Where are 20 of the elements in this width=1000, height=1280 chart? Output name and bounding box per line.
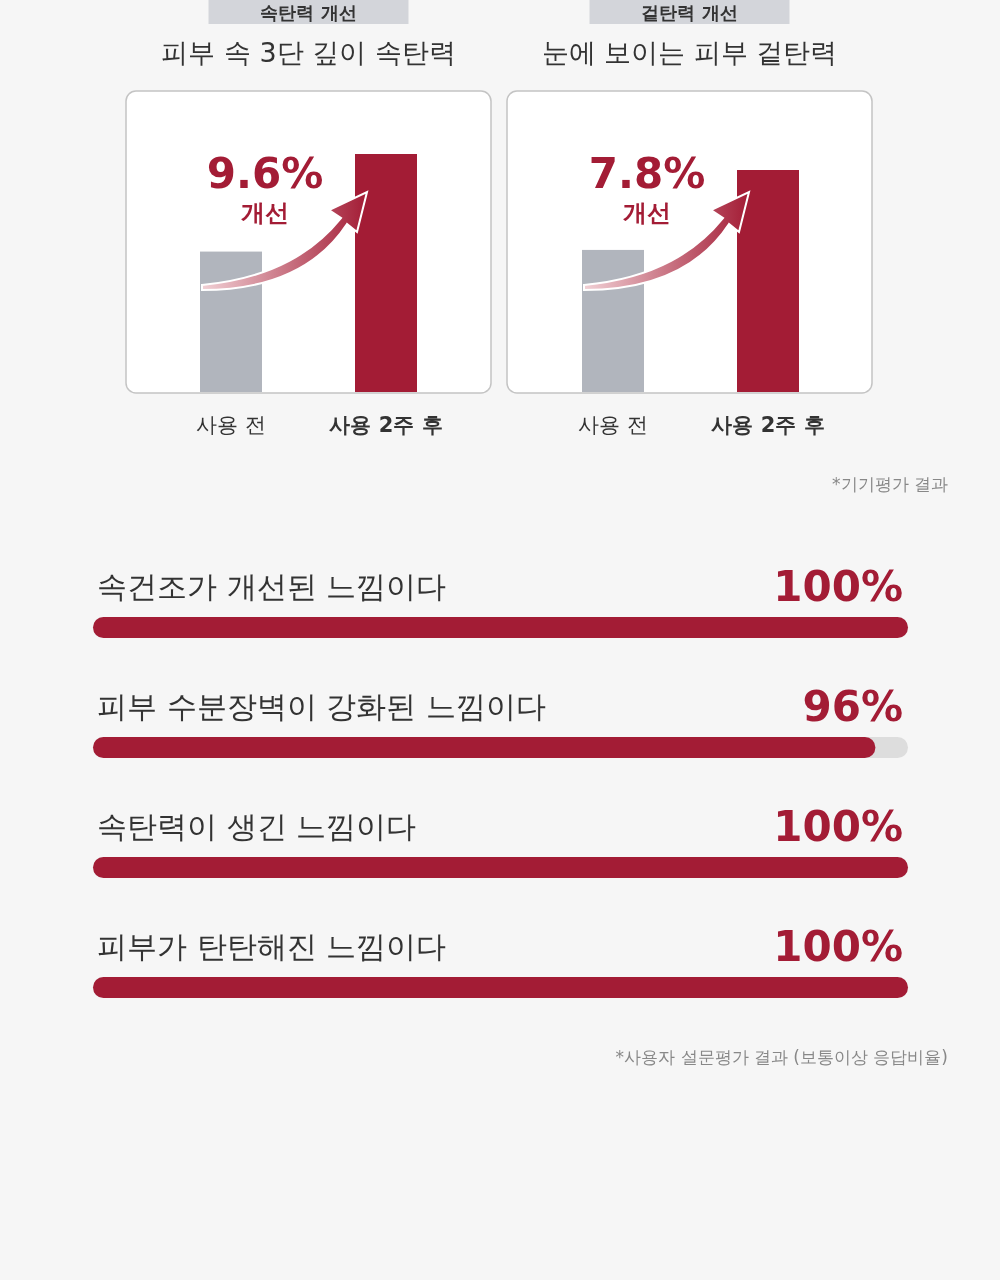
x-tick-label: 사용 전 [196,413,266,437]
x-tick-label: 사용 전 [578,413,648,437]
chart-title: 겉탄력 개선 [641,2,738,23]
annotation: 9.6% 개선 [206,149,324,227]
x-tick-label: 사용 2주 후 [329,413,443,437]
chart-subtitle: 눈에 보이는 피부 겉탄력 [541,37,838,68]
data-label: 96% [802,682,903,731]
data-label: 100% [773,922,903,971]
data-label: 100% [773,802,903,851]
annotation: 7.8% 개선 [588,149,706,227]
text: *사용자 설문평가 결과 (보통이상 응답비율) [615,1047,948,1067]
chart-subtitle: 피부 속 3단 깊이 속탄력 [161,37,456,68]
chart-title: 속탄력 개선 [260,2,357,23]
y-tick-label: 속탄력이 생긴 느낌이다 [97,809,417,844]
text: *기기평가 결과 [832,474,948,494]
x-tick-label: 사용 2주 후 [711,413,825,437]
data-label: 100% [773,562,903,611]
y-tick-label: 속건조가 개선된 느낌이다 [97,569,447,604]
y-tick-label: 피부 수분장벽이 강화된 느낌이다 [97,689,546,724]
y-tick-label: 피부가 탄탄해진 느낌이다 [97,929,447,964]
